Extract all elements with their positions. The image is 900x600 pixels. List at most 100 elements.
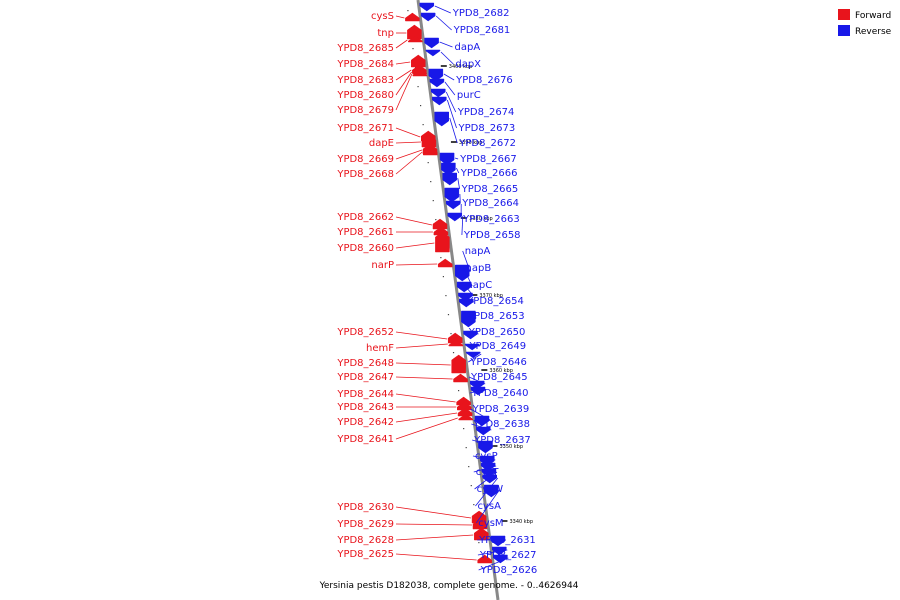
gene-feature-ypd8-2666[interactable]: [441, 162, 456, 176]
forward-gene-label[interactable]: YPD8_2685: [336, 43, 394, 54]
reverse-gene-label[interactable]: napB: [466, 263, 492, 274]
gene-feature-ypd8-2668[interactable]: [423, 146, 438, 156]
gene-feature-ypd8-2649[interactable]: [464, 343, 480, 351]
reverse-gene-label[interactable]: YPD8_2627: [479, 550, 537, 561]
forward-gene-label[interactable]: cysS: [371, 11, 394, 22]
gene-feature-ypd8-2626[interactable]: [493, 554, 508, 564]
gene-feature-ypd8-2667[interactable]: [439, 152, 455, 166]
forward-gene-label[interactable]: YPD8_2680: [336, 90, 394, 101]
gene-feature-cyst[interactable]: [480, 462, 496, 472]
forward-gene-label[interactable]: dapE: [369, 138, 394, 149]
gene-feature-purc[interactable]: [429, 78, 445, 88]
gene-feature-napa[interactable]: [455, 264, 470, 282]
gene-feature-ypd8-2640[interactable]: [470, 386, 486, 396]
gene-feature-ypd8-2665[interactable]: [442, 172, 457, 186]
reverse-gene-label[interactable]: YPD8_2665: [461, 184, 519, 195]
reverse-gene-label[interactable]: YPD8_2639: [472, 404, 530, 415]
forward-gene-label[interactable]: hemF: [366, 343, 394, 354]
reverse-gene-label[interactable]: YPD8_2676: [455, 75, 513, 86]
reverse-gene-label[interactable]: cysW: [477, 484, 504, 495]
reverse-gene-label[interactable]: YPD8_2682: [452, 8, 510, 19]
forward-gene-label[interactable]: YPD8_2668: [336, 169, 394, 180]
reverse-gene-label[interactable]: purC: [457, 90, 481, 101]
gene-feature-dapx[interactable]: [425, 49, 441, 57]
gene-feature-cysw[interactable]: [481, 468, 497, 478]
forward-gene-label[interactable]: YPD8_2647: [336, 372, 394, 383]
forward-gene-label[interactable]: YPD8_2642: [336, 417, 394, 428]
reverse-gene-label[interactable]: napC: [466, 280, 492, 291]
forward-gene-label[interactable]: YPD8_2644: [336, 389, 394, 400]
reverse-gene-label[interactable]: YPD8_2637: [473, 435, 531, 446]
forward-gene-label[interactable]: YPD8_2683: [336, 75, 394, 86]
forward-gene-label[interactable]: YPD8_2652: [336, 327, 394, 338]
gene-feature-ypd8-2653[interactable]: [461, 310, 476, 328]
gene-feature-dapa[interactable]: [424, 37, 439, 49]
gene-feature-ypd8-2625[interactable]: [477, 554, 492, 564]
reverse-gene-label[interactable]: YPD8_2666: [460, 168, 518, 179]
reverse-gene-label[interactable]: YPD8_2663: [462, 214, 520, 225]
gene-feature-ypd8-2637[interactable]: [478, 440, 493, 454]
reverse-gene-label[interactable]: YPD8_2658: [463, 230, 521, 241]
reverse-gene-label[interactable]: cysM: [478, 518, 503, 529]
reverse-gene-label[interactable]: cysA: [477, 501, 501, 512]
gene-feature-ypd8-2645[interactable]: [469, 380, 485, 390]
reverse-gene-label[interactable]: YPD8_2674: [457, 107, 515, 118]
forward-gene-label[interactable]: YPD8_2628: [336, 535, 394, 546]
gene-feature-ypd8-2672[interactable]: [434, 111, 449, 127]
gene-feature-ypd8-2648[interactable]: [451, 354, 466, 374]
forward-gene-label[interactable]: YPD8_2648: [336, 358, 394, 369]
forward-gene-label[interactable]: YPD8_2671: [336, 123, 394, 134]
gene-feature-ypd8-2629[interactable]: [472, 518, 488, 530]
reverse-gene-label[interactable]: napA: [465, 246, 491, 257]
forward-gene-label[interactable]: YPD8_2643: [336, 402, 394, 413]
gene-feature-ypd8-2673[interactable]: [432, 96, 447, 106]
gene-feature-ypd8-2641[interactable]: [458, 413, 473, 421]
gene-feature-napc[interactable]: [458, 292, 473, 302]
gene-feature-ypd8-2679[interactable]: [412, 69, 428, 77]
gene-feature-ypd8-2658[interactable]: [447, 212, 463, 222]
reverse-gene-label[interactable]: YPD8_2681: [453, 25, 511, 36]
reverse-gene-label[interactable]: YPD8_2672: [458, 138, 516, 149]
gene-feature-ypd8-2642[interactable]: [457, 407, 473, 417]
forward-gene-label[interactable]: YPD8_2679: [336, 105, 394, 116]
gene-feature-ypd8-2660[interactable]: [435, 231, 450, 253]
gene-feature-ypd8-2663[interactable]: [445, 200, 461, 210]
forward-gene-label[interactable]: YPD8_2660: [336, 243, 394, 254]
forward-gene-label[interactable]: YPD8_2625: [336, 549, 394, 560]
reverse-gene-label[interactable]: YPD8_2649: [468, 341, 526, 352]
gene-feature-ypd8-2674[interactable]: [431, 88, 446, 98]
gene-feature-ypd8-2684[interactable]: [411, 54, 426, 68]
forward-gene-label[interactable]: YPD8_2662: [336, 212, 394, 223]
gene-feature-ypd8-2664[interactable]: [444, 187, 460, 203]
reverse-gene-label[interactable]: YPD8_2650: [468, 327, 526, 338]
gene-feature-ypd8-2643[interactable]: [457, 401, 472, 411]
reverse-gene-label[interactable]: dapX: [455, 59, 481, 70]
gene-feature-ypd8-2685[interactable]: [408, 35, 423, 43]
reverse-gene-label[interactable]: YPD8_2638: [472, 419, 530, 430]
reverse-gene-label[interactable]: cysP: [475, 451, 498, 462]
gene-feature-ypd8-2639[interactable]: [474, 415, 490, 427]
reverse-gene-label[interactable]: YPD8_2664: [461, 198, 519, 209]
gene-feature-ypd8-2654[interactable]: [459, 298, 474, 308]
reverse-gene-label[interactable]: YPD8_2645: [470, 372, 528, 383]
gene-feature-cyss[interactable]: [405, 12, 420, 22]
forward-gene-label[interactable]: YPD8_2661: [336, 227, 394, 238]
reverse-gene-label[interactable]: YPD8_2673: [458, 123, 516, 134]
gene-feature-narp[interactable]: [437, 258, 453, 268]
reverse-gene-label[interactable]: cysT: [476, 467, 500, 478]
forward-gene-label[interactable]: YPD8_2630: [336, 502, 394, 513]
gene-feature-cysa[interactable]: [482, 474, 497, 484]
reverse-gene-label[interactable]: YPD8_2654: [466, 296, 524, 307]
reverse-gene-label[interactable]: YPD8_2640: [471, 388, 529, 399]
gene-feature-ypd8-2676[interactable]: [428, 68, 444, 82]
gene-feature-cysm[interactable]: [484, 484, 499, 498]
gene-feature-ypd8-2682[interactable]: [419, 2, 435, 12]
reverse-gene-label[interactable]: YPD8_2646: [469, 357, 527, 368]
gene-feature-hemf[interactable]: [448, 339, 464, 347]
forward-gene-label[interactable]: narP: [371, 260, 394, 271]
reverse-gene-label[interactable]: dapA: [455, 42, 481, 53]
forward-gene-label[interactable]: tnp: [377, 28, 394, 39]
forward-gene-label[interactable]: YPD8_2684: [336, 59, 394, 70]
reverse-gene-label[interactable]: YPD8_2631: [478, 535, 536, 546]
reverse-gene-label[interactable]: YPD8_2653: [467, 311, 525, 322]
